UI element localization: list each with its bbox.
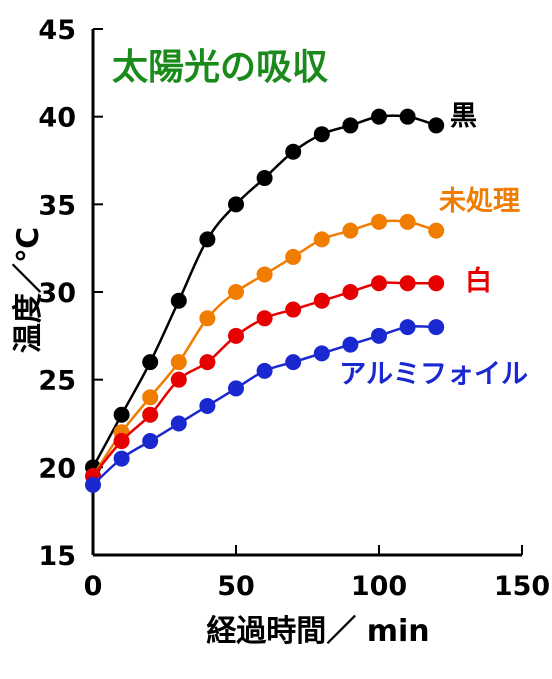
data-point [342, 117, 359, 134]
y-tick-label: 20 [38, 453, 76, 484]
data-point [371, 108, 387, 125]
data-point [142, 406, 159, 423]
series-3 [85, 319, 445, 493]
y-tick-label: 30 [38, 278, 76, 309]
data-point [142, 389, 159, 406]
y-tick-label: 25 [38, 366, 76, 397]
series-label: 白 [465, 265, 492, 297]
data-point [170, 415, 187, 432]
data-point [228, 284, 244, 300]
series-layer [85, 108, 445, 493]
data-point [113, 433, 130, 450]
data-point [428, 222, 445, 239]
data-point [170, 354, 187, 371]
data-point [371, 213, 387, 230]
data-point [199, 310, 216, 327]
data-point [85, 476, 101, 493]
data-point [170, 292, 187, 309]
series-label: アルミフォイル [339, 359, 528, 390]
data-point [313, 126, 330, 143]
x-tick-label: 0 [84, 571, 103, 602]
data-point [399, 213, 416, 230]
y-tick-label: 35 [38, 190, 76, 221]
data-point [113, 406, 130, 423]
data-point [199, 354, 216, 371]
data-point [342, 222, 359, 239]
data-point [428, 117, 445, 134]
data-point [399, 275, 416, 292]
data-point [228, 380, 244, 397]
data-point [170, 371, 187, 388]
data-point [371, 275, 387, 292]
data-point [228, 196, 244, 213]
data-point [285, 301, 302, 318]
x-tick-label: 50 [217, 571, 255, 602]
y-axis-title: 温度／℃ [11, 227, 46, 353]
data-point [228, 327, 244, 344]
x-tick-label: 150 [494, 571, 550, 602]
series-1 [85, 213, 445, 485]
data-point [285, 143, 302, 160]
data-point [371, 327, 387, 344]
data-point [285, 354, 302, 371]
y-tick-label: 40 [38, 103, 76, 134]
data-point [313, 292, 330, 309]
chart-title: 太陽光の吸収 [112, 47, 328, 88]
axes: 15 20 25 30 35 40 45 0 50 100 150 [38, 15, 550, 602]
data-point [113, 450, 130, 467]
data-point [256, 266, 273, 283]
x-tick-label: 100 [351, 571, 407, 602]
series-2 [85, 275, 445, 485]
series-label: 未処理 [439, 185, 520, 217]
y-tick-label: 15 [38, 541, 76, 572]
data-point [313, 231, 330, 248]
data-point [428, 319, 445, 336]
series-label: 黒 [450, 101, 477, 132]
data-point [199, 231, 216, 248]
x-axis-title: 経過時間／ min [206, 614, 429, 649]
data-point [342, 336, 359, 353]
data-point [285, 248, 302, 265]
data-point [256, 362, 273, 379]
data-point [342, 284, 359, 300]
data-point [313, 345, 330, 362]
data-point [399, 108, 416, 125]
data-point [256, 170, 273, 187]
data-point [399, 319, 416, 336]
data-point [142, 433, 159, 450]
data-point [199, 397, 216, 414]
data-point [428, 275, 445, 292]
data-point [256, 310, 273, 327]
data-point [142, 354, 159, 371]
y-tick-label: 45 [38, 15, 76, 46]
series-0 [85, 108, 445, 476]
